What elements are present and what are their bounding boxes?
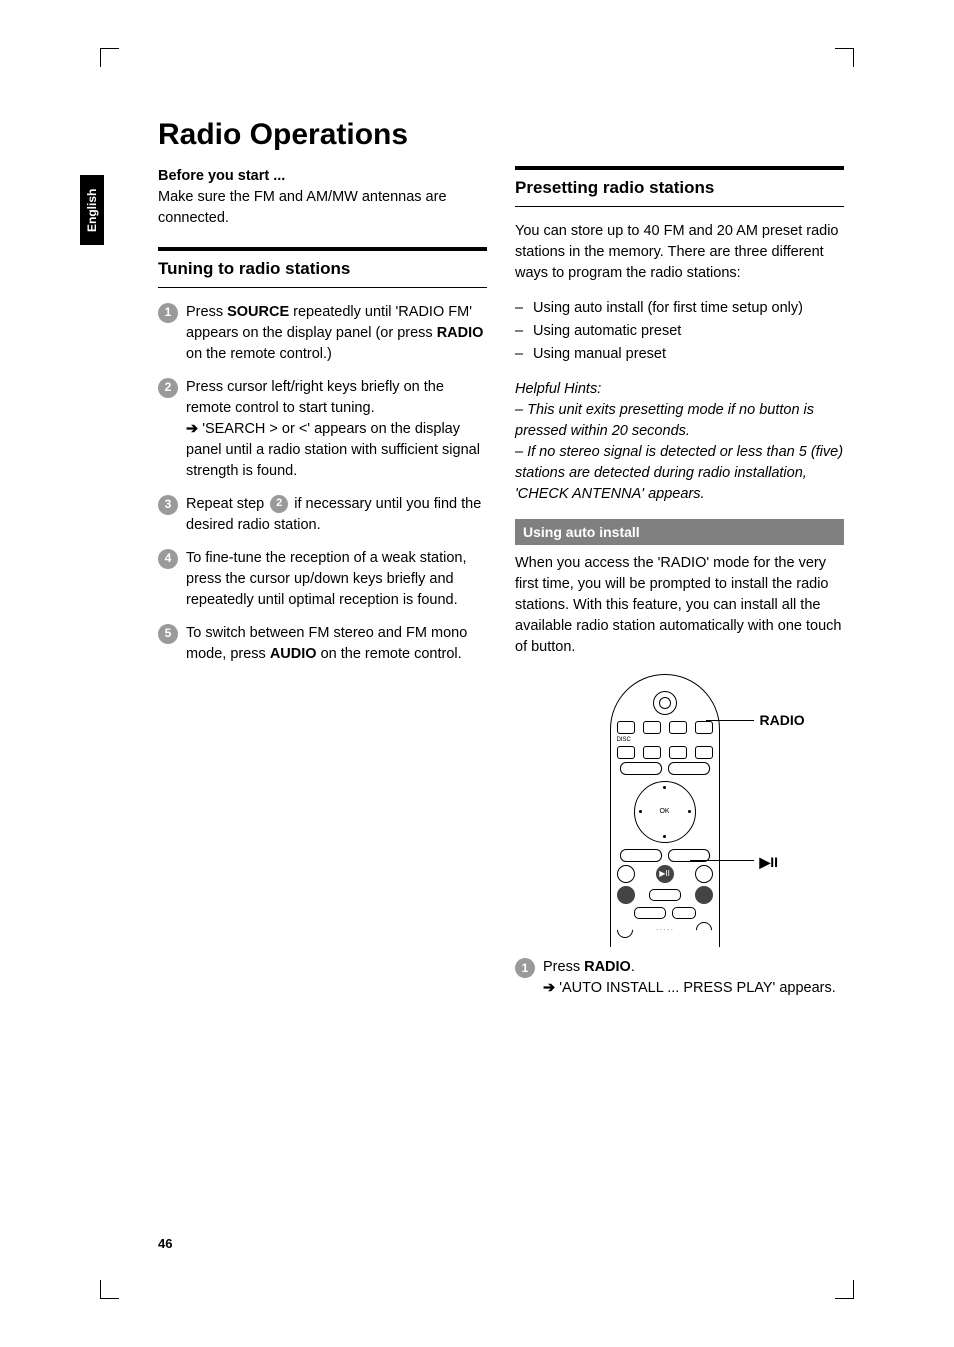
tuning-heading: Tuning to radio stations [158,255,487,284]
step-body: To fine-tune the reception of a weak sta… [186,548,487,611]
auto-install-body: When you access the 'RADIO' mode for the… [515,553,844,658]
intro-body: Make sure the FM and AM/MW antennas are … [158,189,447,226]
remote-body-icon: DISC OK ▶II [610,674,720,947]
preset-heading-bar: Presetting radio stations [515,166,844,207]
crop-mark [835,48,854,67]
auto-install-subheading: Using auto install [515,519,844,545]
language-tab: English [80,175,104,245]
step-body: To switch between FM stereo and FM mono … [186,623,487,665]
step-number-icon: 3 [158,495,178,515]
step-number-icon: 1 [158,303,178,323]
intro-heading: Before you start ... [158,168,285,184]
remote-illustration: DISC OK ▶II [515,674,844,947]
play-pause-icon: ▶II [656,865,674,883]
tuning-heading-bar: Tuning to radio stations [158,247,487,288]
ok-label: OK [659,807,669,817]
step-number-icon: 4 [158,549,178,569]
inline-step-ref-icon: 2 [270,495,288,513]
list-item: Using auto install (for first time setup… [515,298,844,319]
crop-mark [835,1280,854,1299]
step-4: 4 To fine-tune the reception of a weak s… [158,548,487,611]
step-number-icon: 2 [158,378,178,398]
preset-heading: Presetting radio stations [515,174,844,203]
hint-2: – If no stereo signal is detected or les… [515,444,843,502]
page-title: Radio Operations [158,118,844,152]
list-item: Using automatic preset [515,321,844,342]
nav-ring-icon: OK [634,781,696,843]
step-body: Press cursor left/right keys briefly on … [186,377,487,482]
step-2: 2 Press cursor left/right keys briefly o… [158,377,487,482]
crop-mark [100,48,119,67]
vol-arc-icon [613,919,636,942]
callout-line [706,720,754,721]
step-body: Press SOURCE repeatedly until 'RADIO FM'… [186,302,487,365]
preset-step-1: 1 Press RADIO. ➔ 'AUTO INSTALL ... PRESS… [515,957,844,999]
remote-ir-icon [653,691,677,715]
arrow-icon: ➔ [543,980,555,996]
hints-label: Helpful Hints: [515,381,601,397]
callout-radio: RADIO [760,710,805,730]
callout-line [690,860,754,861]
right-column: Presetting radio stations You can store … [515,166,844,1011]
left-column: Before you start ... Make sure the FM an… [158,166,487,1011]
preset-intro: You can store up to 40 FM and 20 AM pres… [515,221,844,284]
arrow-icon: ➔ [186,421,198,437]
hints-block: Helpful Hints: – This unit exits presett… [515,379,844,505]
step-3: 3 Repeat step 2 if necessary until you f… [158,494,487,536]
step-number-icon: 5 [158,624,178,644]
list-item: Using manual preset [515,344,844,365]
step-body: Press RADIO. ➔ 'AUTO INSTALL ... PRESS P… [543,957,844,999]
vol-arc-icon [693,919,716,942]
hint-1: – This unit exits presetting mode if no … [515,402,814,439]
page-number: 46 [158,1236,172,1251]
preset-methods-list: Using auto install (for first time setup… [515,298,844,365]
step-1: 1 Press SOURCE repeatedly until 'RADIO F… [158,302,487,365]
step-number-icon: 1 [515,958,535,978]
callout-play-pause: ▶II [760,852,779,872]
crop-mark [100,1280,119,1299]
intro-block: Before you start ... Make sure the FM an… [158,166,487,229]
step-body: Repeat step 2 if necessary until you fin… [186,494,487,536]
step-5: 5 To switch between FM stereo and FM mon… [158,623,487,665]
